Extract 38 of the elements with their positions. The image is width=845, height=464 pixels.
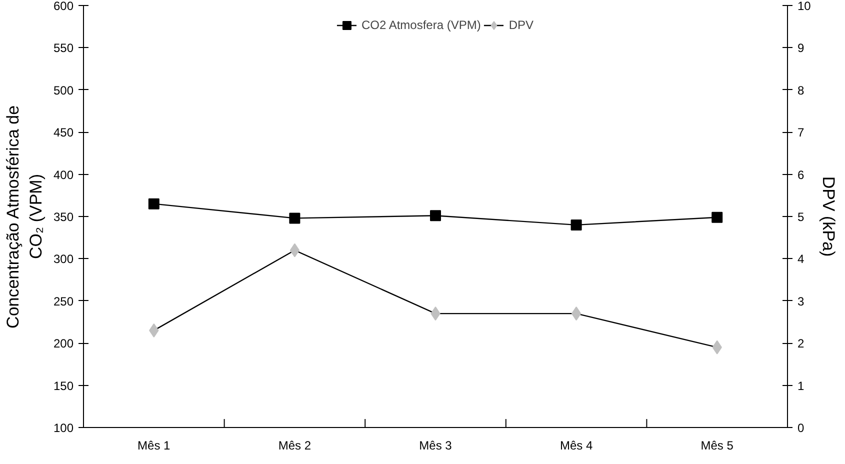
- point: [712, 212, 723, 223]
- x-tick-label: Mês 4: [560, 438, 593, 452]
- point: [148, 198, 160, 210]
- y2-tick-label: 7: [798, 126, 804, 140]
- y2-tick-label: 9: [798, 41, 804, 56]
- y-tick-label: 500: [53, 83, 74, 98]
- point: [430, 210, 441, 222]
- y-tick-label: 400: [53, 168, 74, 182]
- x-tick-label: Mês 2: [278, 438, 312, 452]
- y2-tick-label: 6: [798, 168, 804, 182]
- point: [289, 212, 300, 224]
- point: [290, 243, 300, 258]
- y-tick-label: 600: [53, 0, 74, 13]
- legend-label: DPV: [508, 18, 534, 32]
- y-tick-label: 150: [53, 378, 74, 393]
- y-tick-label: 100: [53, 421, 74, 435]
- x-tick-label: Mês 3: [419, 438, 452, 452]
- point: [571, 306, 582, 321]
- y2-tick-label: 8: [798, 83, 804, 98]
- y-tick-label: 450: [53, 126, 74, 140]
- y2-tick-label: 2: [798, 336, 804, 351]
- y-tick-label: 550: [53, 41, 74, 56]
- y2-tick-label: 5: [798, 210, 804, 224]
- y2-axis-title: DPV (kPa): [818, 176, 838, 257]
- legend-label: CO2 Atmosfera (VPM): [361, 18, 481, 32]
- y2-tick-label: 10: [798, 0, 812, 13]
- y-tick-label: 250: [53, 294, 74, 308]
- y-tick-label: 200: [53, 336, 74, 351]
- y2-tick-label: 1: [798, 378, 804, 393]
- y-tick-label: 350: [53, 210, 74, 224]
- y2-tick-label: 4: [798, 252, 804, 266]
- x-tick-label: Mês 1: [138, 438, 171, 452]
- y-tick-label: 300: [53, 252, 74, 266]
- x-tick-label: Mês 5: [700, 438, 734, 452]
- y2-tick-label: 3: [798, 294, 804, 308]
- y2-tick-label: 0: [798, 421, 804, 435]
- y-axis-title: Concentração Atmosférica de CO₂ (VPM): [4, 105, 46, 328]
- point: [570, 219, 582, 230]
